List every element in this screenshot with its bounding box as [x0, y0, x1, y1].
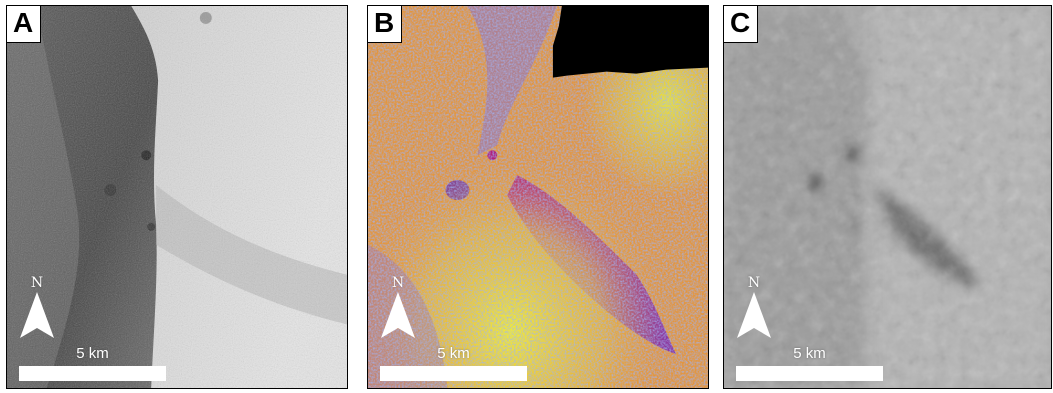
panel-c-letter: C: [724, 6, 759, 43]
panel-c-image: C N 5 km: [723, 5, 1052, 389]
panel-b-letter: B: [368, 6, 403, 43]
north-arrow-icon: [737, 292, 771, 338]
north-arrow: N: [19, 276, 55, 338]
panel-b-color-composite: [368, 6, 708, 388]
scale-bar: 5 km: [736, 346, 883, 381]
panel-a-terrain: [7, 6, 347, 388]
scale-bar: 5 km: [19, 346, 166, 381]
panel-c-terrain: [724, 6, 1051, 388]
north-label: N: [747, 275, 761, 291]
panel-b-image: B N 5 km: [367, 5, 709, 389]
scale-label: 5 km: [76, 345, 109, 362]
scale-bar-rect: [380, 366, 527, 381]
north-arrow-icon: [20, 292, 54, 338]
panel-a-image: A N 5 km: [6, 5, 348, 389]
north-arrow-icon: [381, 292, 415, 338]
panel-a-letter: A: [7, 6, 42, 43]
north-label: N: [30, 275, 44, 291]
north-arrow: N: [380, 276, 416, 338]
scale-label: 5 km: [437, 345, 470, 362]
north-arrow: N: [736, 276, 772, 338]
scale-bar-rect: [736, 366, 883, 381]
scale-bar: 5 km: [380, 346, 527, 381]
scale-label: 5 km: [793, 345, 826, 362]
north-label: N: [391, 275, 405, 291]
scale-bar-rect: [19, 366, 166, 381]
